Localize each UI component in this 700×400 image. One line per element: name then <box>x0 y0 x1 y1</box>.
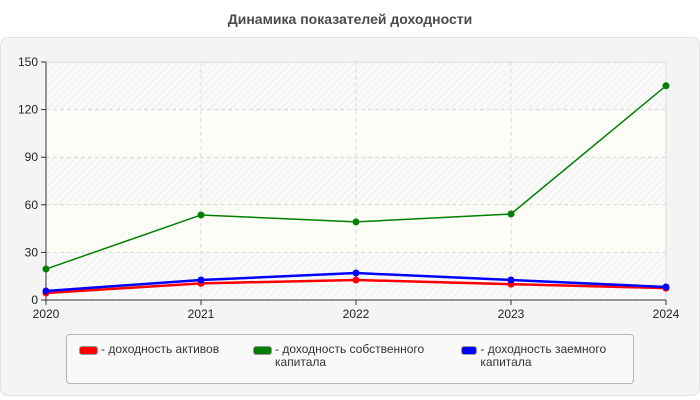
y-tick-label: 60 <box>25 198 39 212</box>
y-tick-label: 0 <box>31 293 38 307</box>
data-point[interactable] <box>197 276 205 284</box>
chart-title: Динамика показателей доходности <box>227 11 473 27</box>
y-tick-label: 90 <box>25 150 39 164</box>
x-tick-label: 2023 <box>498 307 525 321</box>
legend-label: - доходность заемного капитала <box>480 342 607 369</box>
data-point[interactable] <box>42 287 50 295</box>
x-tick-label: 2021 <box>188 307 215 321</box>
legend-swatch-green <box>253 346 272 355</box>
y-tick-label: 30 <box>25 245 39 259</box>
data-point[interactable] <box>507 210 515 218</box>
y-tick-label: 150 <box>18 55 38 69</box>
legend-item-debt: - доходность заемного капитала <box>461 343 633 369</box>
data-point[interactable] <box>662 283 670 291</box>
data-point[interactable] <box>507 276 515 284</box>
data-point[interactable] <box>352 269 360 277</box>
data-point[interactable] <box>197 211 205 219</box>
x-tick-label: 2024 <box>653 307 680 321</box>
legend: - доходность активов - доходность собств… <box>66 334 634 384</box>
axes: 0 30 60 90 120 150 2020 2021 2022 2023 2024 <box>18 55 680 321</box>
legend-swatch-blue <box>461 346 478 355</box>
data-point[interactable] <box>352 276 360 284</box>
data-point[interactable] <box>662 82 670 90</box>
x-tick-label: 2020 <box>33 307 60 321</box>
legend-item-equity: - доходность собственного капитала <box>253 343 445 369</box>
legend-label: - доходность активов <box>101 342 220 356</box>
legend-item-assets: - доходность активов <box>79 343 219 356</box>
y-tick-label: 120 <box>18 103 38 117</box>
gridlines <box>46 61 666 300</box>
data-point[interactable] <box>42 265 50 273</box>
legend-swatch-red <box>79 346 98 355</box>
series-lines <box>42 82 670 297</box>
legend-label: - доходность собственного капитала <box>275 342 425 369</box>
data-point[interactable] <box>352 218 360 226</box>
x-tick-label: 2022 <box>343 307 370 321</box>
